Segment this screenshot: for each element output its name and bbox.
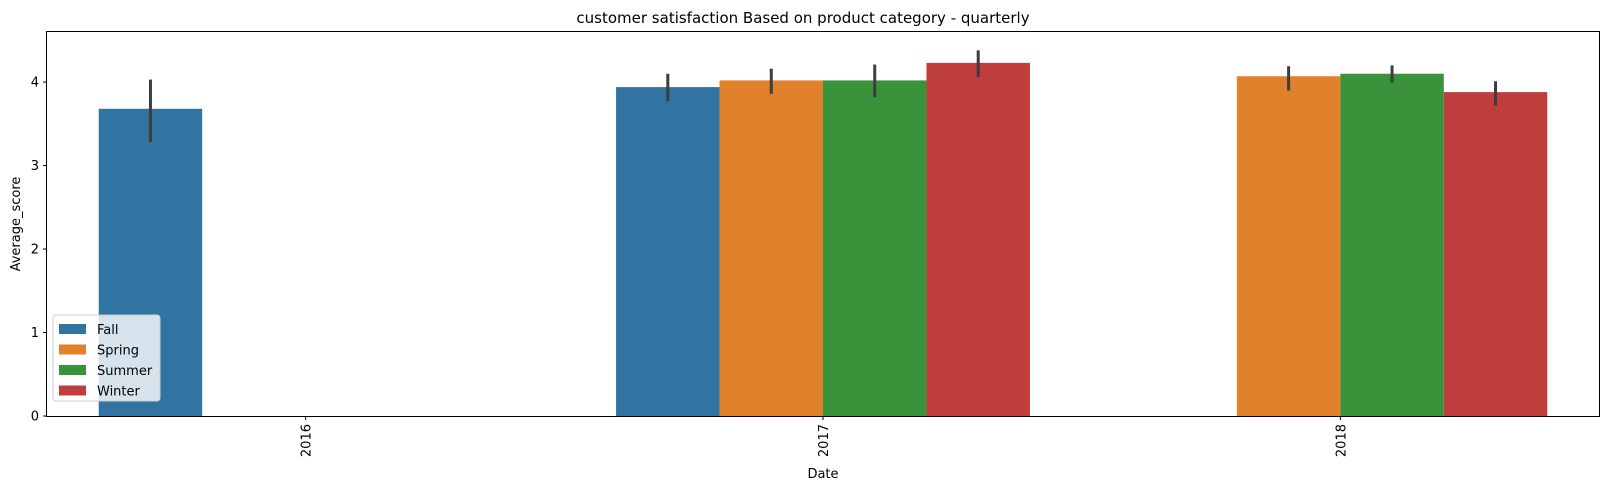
bar-spring-2018	[1236, 76, 1341, 417]
legend-label-winter: Winter	[97, 385, 141, 400]
y-axis: 0 1 2 3 4	[31, 76, 47, 425]
bars-layer	[98, 62, 1548, 417]
y-axis-label: Average_score	[9, 177, 24, 272]
error-bars-layer	[148, 50, 1498, 143]
bar-summer-2018	[1340, 73, 1444, 416]
bar-summer-2017	[823, 80, 927, 416]
y-tick-label: 2	[31, 243, 39, 258]
bar-spring-2017	[719, 80, 823, 416]
legend-label-summer: Summer	[97, 364, 153, 379]
legend-swatch-spring	[59, 344, 86, 355]
x-tick-label: 2016	[300, 424, 315, 457]
chart-title: customer satisfaction Based on product c…	[576, 9, 1029, 27]
bar-winter-2018	[1443, 92, 1548, 417]
y-tick-label: 4	[31, 76, 39, 91]
legend-swatch-fall	[59, 324, 86, 334]
x-axis: 2016 2017 2018	[300, 416, 1349, 457]
y-tick-label: 0	[31, 410, 39, 425]
x-tick-label: 2018	[1334, 424, 1349, 457]
x-tick-label: 2017	[817, 424, 832, 457]
y-tick-label: 1	[31, 326, 39, 341]
bar-fall-2017	[616, 87, 720, 417]
y-tick-label: 3	[31, 159, 39, 174]
bar-winter-2017	[926, 62, 1030, 416]
legend-label-spring: Spring	[97, 344, 139, 359]
legend-swatch-winter	[59, 385, 86, 396]
legend-swatch-summer	[59, 365, 86, 375]
legend: Fall Spring Summer Winter	[52, 314, 161, 402]
legend-box	[52, 314, 161, 402]
legend-label-fall: Fall	[97, 323, 118, 338]
x-axis-label: Date	[807, 467, 838, 482]
